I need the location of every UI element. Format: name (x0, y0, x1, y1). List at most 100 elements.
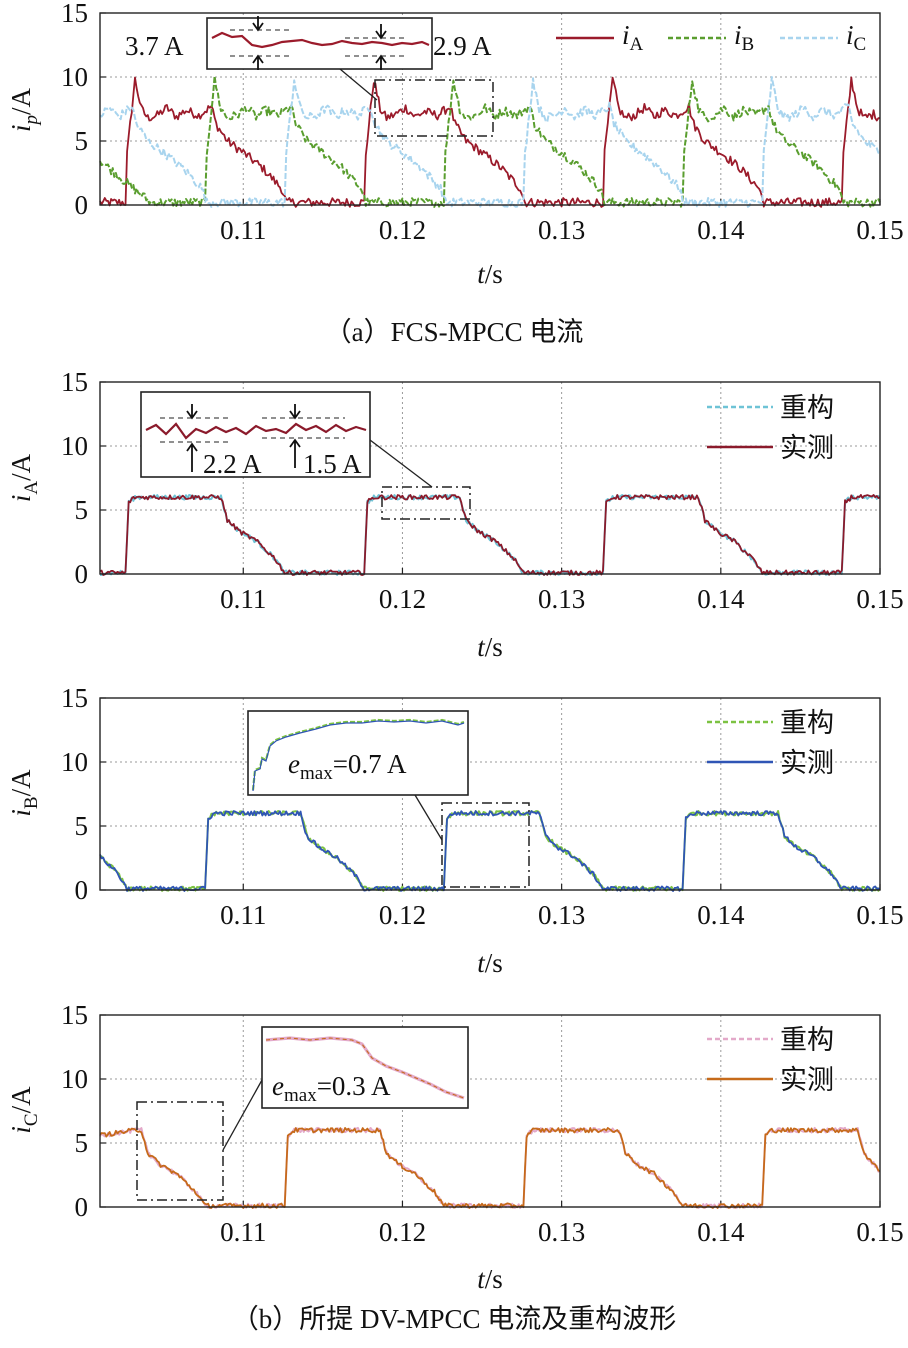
y-tick-label: 0 (75, 1192, 89, 1222)
zoom-inset-trace (251, 718, 465, 791)
legend-label-reconstructed: 重构 (780, 393, 834, 423)
legend: 重构 实测 (707, 1025, 834, 1095)
series-line-2 (99, 1127, 881, 1209)
x-axis-label: t/s (477, 948, 503, 978)
arrow-up-icon (252, 54, 264, 70)
zoom-connector (369, 439, 433, 488)
zoom-connector (414, 794, 443, 841)
x-tick-label: 0.15 (856, 215, 903, 245)
x-tick-label: 0.12 (379, 1217, 426, 1247)
series-line-2 (99, 75, 881, 208)
legend-label-measured: 实测 (780, 1065, 834, 1095)
series-group (99, 810, 881, 892)
y-tick-label: 15 (61, 1000, 88, 1030)
tick-labels: 0.11 0.12 0.13 0.14 0.15 0 5 10 15 (61, 0, 904, 245)
x-axis-label: t/s (477, 259, 503, 289)
legend-label-measured: 实测 (780, 433, 834, 463)
y-tick-label: 15 (61, 0, 88, 28)
x-axis-label: t/s (477, 632, 503, 662)
y-tick-label: 5 (75, 126, 89, 156)
zoom-inset-box (140, 391, 371, 478)
y-tick-label: 0 (75, 875, 89, 905)
series-line-2 (99, 810, 881, 892)
panel-b-ia: 0.11 0.12 0.13 0.14 0.15 0 5 10 15 iA/A t/s 2.2 … (6, 367, 904, 662)
x-tick-label: 0.11 (220, 1217, 266, 1247)
legend-label-ib: iB (734, 20, 754, 55)
zoom-inset-trace (211, 31, 430, 49)
plot-frame (99, 697, 881, 891)
annotation-emax: emax=0.3 A (272, 1071, 391, 1106)
series-line-1 (99, 76, 881, 208)
x-tick-label: 0.12 (379, 900, 426, 930)
y-tick-label: 10 (61, 431, 88, 461)
plot-frame (99, 1014, 881, 1208)
y-tick-label: 15 (61, 683, 88, 713)
x-tick-label: 0.11 (220, 584, 266, 614)
x-tick-label: 0.14 (697, 584, 745, 614)
x-tick-label: 0.12 (379, 584, 426, 614)
zoom-inset-trace (265, 1037, 465, 1099)
x-axis-label: t/s (477, 1264, 503, 1294)
tick-labels: 0.11 0.12 0.13 0.14 0.15 0 5 10 15 (61, 683, 904, 930)
legend: 重构 实测 (707, 393, 834, 463)
y-tick-label: 10 (61, 62, 88, 92)
arrow-down-icon (375, 24, 387, 40)
plot-frame (99, 12, 881, 206)
annotation-1-5a: 1.5 A (303, 449, 362, 479)
y-tick-label: 5 (75, 495, 89, 525)
y-axis-label: iC/A (6, 1086, 42, 1134)
x-tick-label: 0.13 (538, 1217, 585, 1247)
x-tick-label: 0.15 (856, 900, 903, 930)
arrow-down-icon (252, 16, 264, 32)
series-line-1 (99, 494, 881, 576)
series-line-3 (99, 76, 881, 208)
legend-label-ic: iC (846, 20, 866, 55)
legend-label-reconstructed: 重构 (780, 1025, 834, 1055)
x-tick-label: 0.12 (379, 215, 426, 245)
annotation-emax: emax=0.7 A (288, 749, 407, 784)
annotation-2-9a: 2.9 A (433, 31, 492, 61)
x-tick-label: 0.13 (538, 900, 585, 930)
y-axis-label: ip/A (6, 87, 42, 132)
zoom-connector (222, 1079, 263, 1151)
x-tick-label: 0.11 (220, 900, 266, 930)
plot-border (99, 1014, 881, 1208)
plot-border (99, 697, 881, 891)
plot-frame (99, 381, 881, 575)
x-tick-label: 0.13 (538, 584, 585, 614)
panel-a-fcs-mpcc: 0.11 0.12 0.13 0.14 0.15 0 5 10 15 ip/A t/s 3.7 … (6, 0, 904, 289)
arrow-up-icon (289, 438, 301, 468)
zoom-inset-box (261, 1026, 469, 1109)
y-axis-label: iB/A (6, 769, 42, 817)
zoom-inset-trace (252, 720, 465, 792)
legend-label-ia: iA (622, 20, 644, 55)
x-tick-label: 0.11 (220, 215, 266, 245)
x-tick-label: 0.14 (697, 1217, 745, 1247)
plot-border (99, 381, 881, 575)
panel-b-ib: 0.11 0.12 0.13 0.14 0.15 0 5 10 15 iB/A t/s emax… (6, 683, 904, 978)
y-tick-label: 10 (61, 1064, 88, 1094)
x-tick-label: 0.15 (856, 584, 903, 614)
series-group (99, 1126, 881, 1209)
series-line-1 (99, 810, 881, 892)
y-axis-label: iA/A (6, 453, 42, 502)
x-tick-label: 0.15 (856, 1217, 903, 1247)
zoom-inset-box (247, 710, 469, 796)
y-tick-label: 5 (75, 811, 89, 841)
x-tick-label: 0.14 (697, 900, 745, 930)
caption-b: （b）所提 DV-MPCC 电流及重构波形 (232, 1304, 677, 1334)
legend: 重构 实测 (707, 708, 834, 778)
arrow-up-icon (186, 442, 198, 472)
legend-label-reconstructed: 重构 (780, 708, 834, 738)
zoom-region-box (374, 79, 494, 137)
zoom-region-box (441, 802, 530, 888)
legend-label-measured: 实测 (780, 748, 834, 778)
caption-a: （a）FCS-MPCC 电流 (325, 317, 584, 347)
annotation-2-2a: 2.2 A (203, 449, 262, 479)
arrow-down-icon (289, 404, 301, 420)
arrow-down-icon (186, 404, 198, 420)
y-tick-label: 0 (75, 559, 89, 589)
series-group (99, 494, 881, 576)
arrow-up-icon (375, 54, 387, 70)
